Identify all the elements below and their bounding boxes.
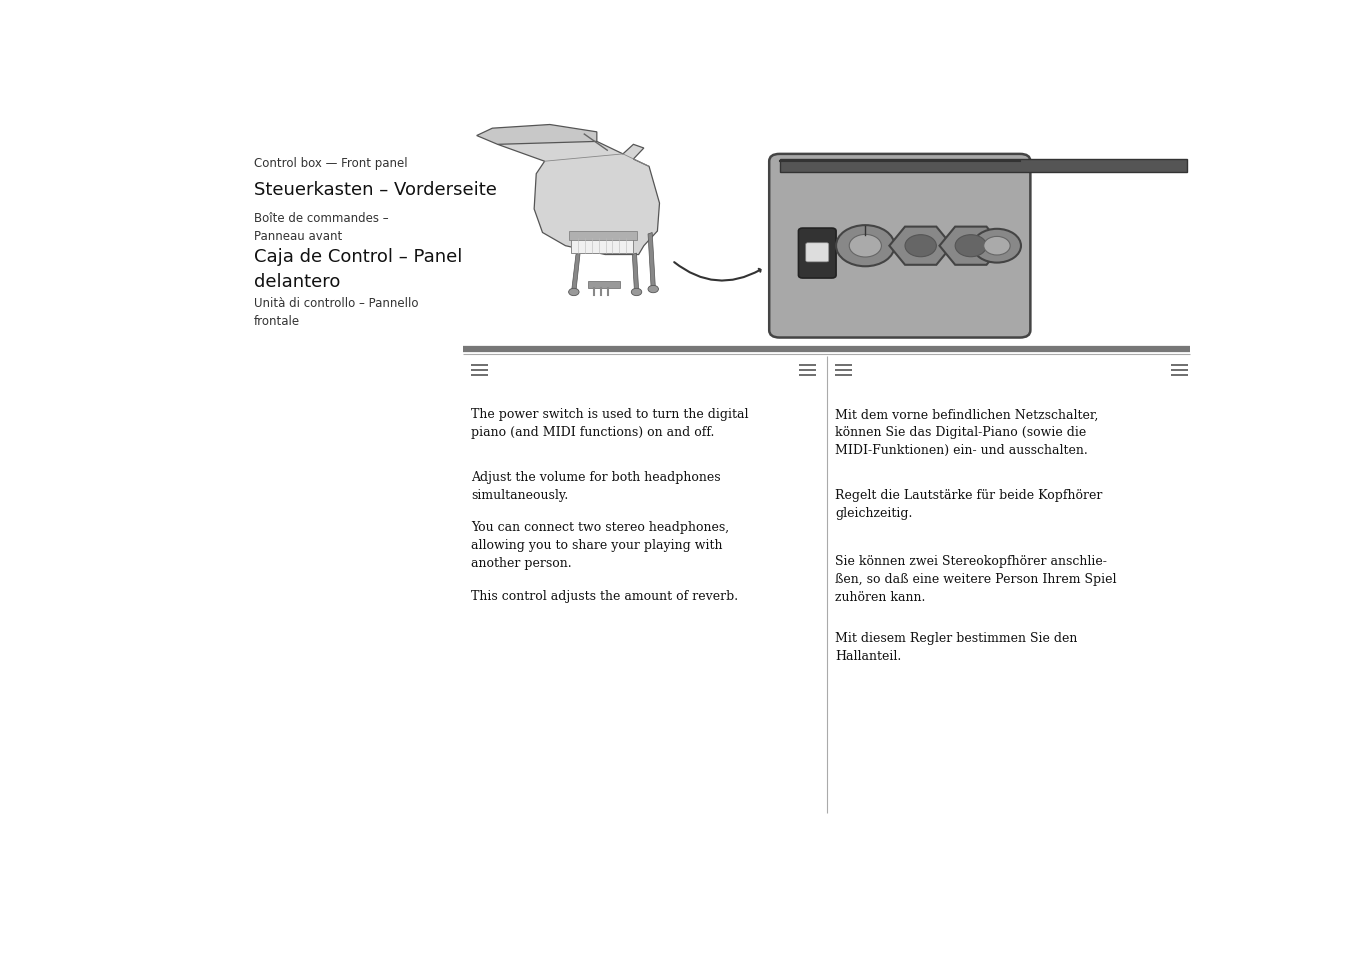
Text: Sie können zwei Stereokopfhörer anschlie-
ßen, so daß eine weitere Person Ihrem : Sie können zwei Stereokopfhörer anschlie… [834, 555, 1116, 603]
Text: Regelt die Lautstärke für beide Kopfhörer
gleichzeitig.: Regelt die Lautstärke für beide Kopfhöre… [834, 489, 1103, 519]
Bar [779, 160, 1188, 173]
Text: Boîte de commandes –
Panneau avant: Boîte de commandes – Panneau avant [255, 212, 388, 243]
FancyBboxPatch shape [806, 244, 829, 263]
Circle shape [973, 230, 1020, 263]
Bar [569, 232, 636, 240]
Text: Adjust the volume for both headphones
simultaneously.: Adjust the volume for both headphones si… [472, 470, 721, 501]
Text: Caja de Control – Panel
delantero: Caja de Control – Panel delantero [255, 248, 462, 291]
Text: This control adjusts the amount of reverb.: This control adjusts the amount of rever… [472, 590, 739, 603]
FancyBboxPatch shape [798, 229, 836, 278]
Ellipse shape [569, 289, 580, 296]
FancyBboxPatch shape [770, 154, 1030, 338]
Text: Control box — Front panel: Control box — Front panel [255, 157, 408, 170]
Bar [589, 282, 620, 289]
Text: You can connect two stereo headphones,
allowing you to share your playing with
a: You can connect two stereo headphones, a… [472, 520, 729, 569]
Text: Mit diesem Regler bestimmen Sie den
Hallanteil.: Mit diesem Regler bestimmen Sie den Hall… [834, 632, 1077, 662]
Text: Unità di controllo – Pannello
frontale: Unità di controllo – Pannello frontale [255, 296, 419, 327]
Polygon shape [632, 253, 639, 292]
Ellipse shape [631, 289, 642, 296]
Text: Mit dem vorne befindlichen Netzschalter,
können Sie das Digital-Piano (sowie die: Mit dem vorne befindlichen Netzschalter,… [834, 408, 1099, 456]
Ellipse shape [648, 286, 658, 294]
Polygon shape [572, 253, 580, 292]
Text: The power switch is used to turn the digital
piano (and MIDI functions) on and o: The power switch is used to turn the dig… [472, 408, 749, 438]
Polygon shape [648, 233, 655, 289]
Circle shape [905, 235, 937, 257]
Circle shape [836, 226, 895, 267]
Bar [570, 239, 634, 253]
Text: Steuerkasten – Vorderseite: Steuerkasten – Vorderseite [255, 180, 497, 198]
Circle shape [984, 237, 1010, 255]
Circle shape [849, 235, 882, 257]
Polygon shape [477, 126, 597, 145]
Polygon shape [497, 132, 659, 255]
Circle shape [956, 235, 987, 257]
